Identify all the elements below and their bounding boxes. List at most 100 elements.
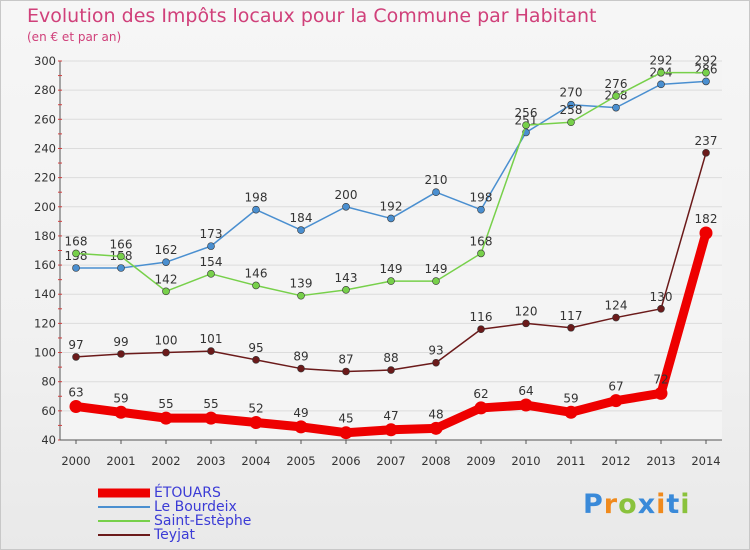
data-label: 101 — [200, 332, 223, 346]
data-point — [474, 401, 488, 415]
x-tick-label: 2013 — [646, 454, 675, 468]
legend-label: Saint-Estèphe — [154, 513, 252, 529]
data-label: 168 — [65, 234, 88, 248]
data-point — [477, 249, 485, 258]
legend-label: Le Bourdeix — [154, 499, 237, 515]
data-point — [342, 202, 350, 211]
data-label: 276 — [605, 77, 628, 91]
data-point — [117, 252, 125, 261]
data-point — [387, 214, 395, 223]
data-point — [567, 118, 575, 127]
x-tick-label: 2012 — [601, 454, 630, 468]
data-point — [477, 325, 485, 334]
data-point — [162, 258, 170, 266]
data-label: 292 — [695, 54, 718, 68]
series-le-bourdeix: 1581581621731981842001922101982512702682… — [65, 62, 717, 272]
data-point — [117, 264, 125, 272]
data-label: 166 — [110, 237, 133, 251]
data-point — [387, 366, 395, 374]
data-point — [252, 356, 260, 364]
legend-label: Teyjat — [154, 527, 196, 543]
data-label: 45 — [338, 412, 353, 426]
data-label: 130 — [650, 290, 673, 304]
y-tick-label: 40 — [41, 433, 56, 447]
data-point — [252, 205, 260, 214]
data-point — [207, 242, 215, 250]
data-label: 55 — [158, 397, 173, 411]
plot-area — [60, 61, 722, 440]
legend-swatch — [98, 488, 150, 498]
data-label: 154 — [200, 255, 223, 269]
data-point — [297, 364, 305, 373]
data-point — [654, 386, 668, 400]
data-label: 270 — [560, 86, 583, 100]
data-point — [612, 92, 620, 100]
data-point — [657, 305, 665, 313]
logo-letter: t — [666, 489, 681, 520]
logo-letter: r — [603, 489, 619, 520]
data-label: 192 — [380, 199, 403, 213]
y-tick-label: 200 — [34, 200, 56, 214]
data-point — [114, 405, 128, 419]
data-label: 173 — [200, 227, 223, 241]
data-label: 117 — [560, 309, 583, 323]
logo-letter: i — [656, 489, 667, 520]
data-point — [72, 264, 80, 272]
x-tick-label: 2004 — [241, 454, 270, 468]
data-label: 55 — [203, 397, 218, 411]
data-point — [384, 423, 398, 437]
data-label: 95 — [248, 341, 263, 355]
x-tick-label: 2010 — [511, 454, 540, 468]
data-label: 97 — [68, 338, 83, 352]
data-label: 72 — [653, 372, 668, 386]
data-label: 99 — [113, 335, 128, 349]
data-label: 139 — [290, 277, 313, 291]
x-tick-label: 2001 — [106, 454, 135, 468]
data-label: 67 — [608, 380, 623, 394]
y-tick-label: 280 — [34, 83, 56, 97]
data-point — [69, 399, 83, 413]
data-label: 63 — [68, 385, 83, 399]
data-point — [657, 80, 665, 89]
data-label: 143 — [335, 271, 358, 285]
data-label: 120 — [515, 304, 538, 318]
data-point — [204, 411, 218, 425]
data-point — [567, 323, 575, 332]
x-tick-label: 2003 — [196, 454, 225, 468]
data-label: 100 — [155, 334, 178, 348]
data-point — [702, 149, 710, 157]
y-tick-label: 100 — [34, 346, 56, 360]
data-point — [387, 277, 395, 285]
y-tick-label: 180 — [34, 229, 56, 243]
data-label: 142 — [155, 272, 178, 286]
y-tick-label: 60 — [41, 404, 56, 418]
logo-letter: P — [583, 489, 604, 520]
data-label: 198 — [245, 191, 268, 205]
data-label: 89 — [293, 350, 308, 364]
data-label: 162 — [155, 243, 178, 257]
data-point — [297, 226, 305, 234]
data-point — [342, 367, 350, 376]
data-point — [699, 226, 713, 240]
data-label: 149 — [425, 262, 448, 276]
x-tick-label: 2009 — [466, 454, 495, 468]
series-saint-est-phe: 168 166 142 154 146 139 143 149 149 168 256 258 276 2… — [65, 54, 718, 300]
x-tick-label: 2000 — [61, 454, 90, 468]
data-label: 168 — [470, 234, 493, 248]
y-tick-label: 140 — [34, 287, 56, 301]
data-point — [159, 411, 173, 425]
x-tick-label: 2005 — [286, 454, 315, 468]
data-label: 184 — [290, 211, 313, 225]
logo-letter: o — [618, 489, 638, 520]
data-point — [429, 421, 443, 435]
data-point — [702, 68, 710, 77]
data-point — [207, 347, 215, 355]
x-tick-label: 2011 — [556, 454, 585, 468]
data-label: 198 — [470, 191, 493, 205]
data-point — [522, 121, 530, 129]
data-label: 237 — [695, 134, 718, 148]
y-tick-label: 220 — [34, 171, 56, 185]
data-label: 116 — [470, 310, 493, 324]
data-point — [567, 100, 575, 109]
data-label: 124 — [605, 299, 628, 313]
